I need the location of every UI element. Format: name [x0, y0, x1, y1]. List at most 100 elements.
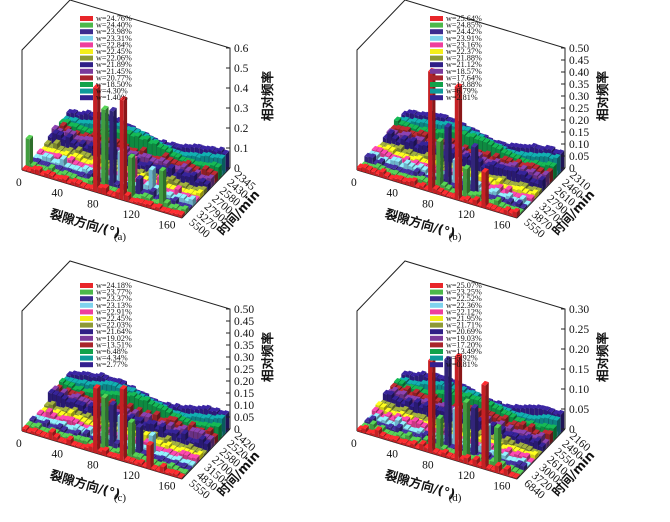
bar-top-face	[528, 162, 536, 167]
bar-top-face	[502, 165, 511, 171]
bar-front-face	[485, 206, 490, 210]
bar-front-face	[499, 211, 504, 214]
bar-top-face	[487, 140, 495, 146]
bar-top-face	[411, 124, 420, 130]
bar-front-face	[25, 138, 30, 168]
z-tick-label: 0.25	[569, 103, 589, 115]
bar-top-face	[81, 126, 89, 132]
bar-top-face	[146, 200, 154, 206]
bar-top-face	[416, 163, 425, 168]
bar-top-face	[154, 164, 162, 169]
bar-top-face	[198, 435, 207, 440]
bar-front-face	[181, 175, 186, 185]
bar-top-face	[187, 151, 195, 157]
bar-top-face	[170, 158, 179, 164]
bar-top-face	[129, 126, 137, 132]
legend-swatch	[80, 42, 93, 48]
bar-top-face	[181, 181, 190, 187]
bar-top-face	[173, 178, 181, 184]
bar-front-face	[423, 188, 428, 192]
bar-front-face	[477, 204, 481, 208]
z-tick-label: 0.35	[569, 79, 589, 91]
legend-swatch	[80, 95, 93, 101]
bar-top-face	[420, 126, 428, 132]
bar-top-face	[460, 130, 468, 135]
bar-top-face	[150, 203, 159, 208]
bar-top-face	[137, 168, 145, 174]
bar-top-face	[395, 166, 403, 172]
bar-top-face	[93, 83, 101, 89]
bar-top-face	[538, 175, 546, 181]
bar-top-face	[496, 183, 504, 189]
bar-top-face	[71, 152, 79, 158]
bar-top-face	[142, 199, 150, 205]
legend-label: w=6.79%	[446, 87, 478, 96]
bar-top-face	[406, 118, 414, 123]
legend-label: w=23.31%	[96, 34, 132, 43]
bar-top-face	[161, 405, 169, 411]
bar-top-face	[212, 407, 221, 412]
bar-top-face	[61, 394, 69, 400]
bar-top-face	[130, 391, 138, 397]
bar-top-face	[391, 134, 400, 140]
bar-side-face	[510, 198, 514, 207]
bar-side-face	[425, 167, 429, 176]
bar-top-face	[523, 161, 531, 167]
bar-front-face	[508, 212, 513, 217]
bar-top-face	[127, 413, 136, 419]
bar-side-face	[546, 171, 550, 188]
bar-top-face	[483, 150, 491, 156]
bar-top-face	[370, 167, 378, 173]
bar-top-face	[513, 185, 521, 191]
bar-top-face	[172, 142, 181, 148]
bar-top-face	[108, 398, 116, 403]
bar-top-face	[187, 188, 195, 194]
legend-label: w=22.45%	[96, 47, 132, 56]
legend-item: w=2.81%	[430, 93, 478, 102]
legend-label: w=22.84%	[96, 40, 132, 49]
bar-top-face	[191, 412, 199, 417]
bar-top-face	[528, 168, 537, 173]
legend-swatch	[80, 16, 93, 21]
bar-top-face	[507, 142, 516, 148]
bar-top-face	[73, 135, 82, 140]
bar-top-face	[508, 180, 516, 186]
bar-front-face	[97, 187, 102, 194]
bar-top-face	[52, 390, 60, 396]
bar-top-face	[385, 151, 393, 157]
bar-top-face	[72, 385, 80, 391]
legend-label: w=24.85%	[446, 21, 482, 30]
bar-top-face	[49, 147, 57, 153]
bar-top-face	[159, 206, 168, 212]
legend-label: w=21.12%	[446, 60, 482, 69]
bar-top-face	[380, 149, 388, 155]
bar-top-face	[512, 142, 520, 148]
bar	[512, 207, 520, 218]
x-tick-label: 120	[458, 209, 476, 221]
bar-front-face	[490, 207, 495, 212]
legend-item: w=1.40%	[80, 93, 128, 102]
bar-front-face	[489, 164, 494, 177]
bar-top-face	[421, 165, 429, 171]
bar-front-face	[102, 187, 106, 196]
bar-top-face	[53, 174, 61, 179]
bar-top-face	[217, 409, 225, 415]
bar-top-face	[168, 403, 176, 409]
bar-top-face	[133, 197, 141, 203]
bar-side-face	[400, 145, 405, 154]
bar-top-face	[76, 124, 85, 130]
bar-top-face	[71, 378, 79, 383]
bar-top-face	[141, 192, 149, 197]
bar-top-face	[70, 173, 78, 178]
bar-top-face	[492, 187, 500, 193]
bar-top-face	[51, 385, 59, 390]
chart-panel-b: 00.050.100.150.200.250.300.350.400.450.5…	[351, 0, 610, 243]
bar-top-face	[82, 135, 90, 141]
bar-top-face	[545, 161, 553, 166]
bar-front-face	[26, 169, 31, 173]
z-tick-label: 0.30	[569, 91, 589, 103]
bar-top-face	[478, 136, 486, 142]
bar-top-face	[75, 179, 83, 184]
bar-top-face	[84, 119, 93, 124]
bar-top-face	[178, 156, 187, 161]
